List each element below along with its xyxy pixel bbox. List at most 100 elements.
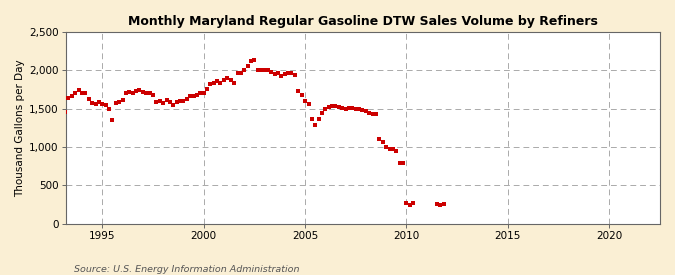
Point (273, 71, 284, 76)
Point (117, 98, 128, 103)
Point (371, 112, 381, 116)
Point (73, 88, 84, 92)
Point (202, 87, 213, 91)
Point (198, 91, 209, 95)
Point (188, 94, 199, 99)
Point (317, 111, 327, 116)
Point (438, 202, 449, 207)
Point (357, 108, 368, 112)
Point (158, 100, 169, 105)
Text: Source: U.S. Energy Information Administration: Source: U.S. Energy Information Administ… (74, 265, 300, 274)
Point (306, 117, 317, 121)
Point (384, 147, 395, 152)
Point (128, 90, 138, 95)
Point (327, 104, 338, 109)
Point (279, 72, 290, 76)
Point (155, 99, 165, 103)
Point (80, 91, 91, 95)
Point (222, 76, 233, 80)
Point (293, 89, 304, 93)
Point (256, 68, 267, 73)
Point (212, 79, 223, 83)
Point (107, 118, 117, 122)
Point (165, 100, 176, 104)
Point (401, 201, 412, 205)
Point (134, 88, 144, 92)
Point (138, 90, 148, 94)
Point (144, 90, 155, 95)
Point (259, 67, 270, 72)
Point (148, 93, 159, 97)
Point (178, 99, 189, 103)
Point (394, 161, 405, 165)
Point (431, 202, 442, 207)
Point (391, 149, 402, 153)
Point (97, 102, 107, 106)
Point (229, 80, 240, 85)
Point (286, 71, 297, 76)
Point (90, 102, 101, 106)
Point (232, 71, 243, 76)
Point (151, 100, 162, 104)
Point (239, 68, 250, 73)
Point (435, 202, 446, 207)
Point (296, 93, 307, 97)
Point (225, 78, 236, 82)
Point (182, 97, 192, 101)
Point (360, 109, 371, 113)
Point (161, 98, 172, 103)
Point (266, 70, 277, 74)
Point (313, 117, 324, 122)
Point (303, 102, 314, 106)
Point (252, 67, 263, 72)
Point (121, 91, 132, 95)
Point (263, 67, 273, 72)
Point (185, 94, 196, 99)
Point (215, 80, 226, 85)
Point (387, 147, 398, 152)
Point (86, 100, 97, 105)
Point (323, 105, 334, 109)
Y-axis label: Thousand Gallons per Day: Thousand Gallons per Day (15, 59, 25, 197)
Point (101, 103, 111, 107)
Point (131, 89, 142, 93)
Point (310, 123, 321, 127)
Point (70, 91, 81, 95)
Point (219, 77, 230, 82)
Point (103, 107, 114, 112)
Point (344, 106, 354, 110)
Point (290, 73, 300, 77)
Point (283, 70, 294, 75)
Point (124, 90, 134, 94)
Point (63, 96, 74, 100)
Point (333, 105, 344, 109)
Point (330, 103, 341, 108)
Point (408, 201, 418, 206)
Point (367, 112, 378, 116)
Point (398, 161, 408, 165)
Point (83, 97, 94, 102)
Point (340, 106, 351, 111)
Point (59, 109, 70, 114)
Point (195, 91, 206, 95)
Point (168, 103, 179, 107)
Point (175, 99, 186, 103)
Point (192, 93, 202, 97)
Point (354, 107, 364, 112)
Point (236, 70, 246, 75)
Point (141, 91, 152, 95)
Point (347, 106, 358, 110)
Point (276, 73, 287, 78)
Point (66, 94, 77, 98)
Point (404, 202, 415, 207)
Point (364, 110, 375, 115)
Point (242, 64, 253, 69)
Point (113, 100, 124, 104)
Point (269, 72, 280, 76)
Point (377, 140, 388, 145)
Point (300, 99, 310, 103)
Point (381, 145, 392, 149)
Point (249, 57, 260, 62)
Title: Monthly Maryland Regular Gasoline DTW Sales Volume by Refiners: Monthly Maryland Regular Gasoline DTW Sa… (128, 15, 598, 28)
Point (246, 59, 256, 63)
